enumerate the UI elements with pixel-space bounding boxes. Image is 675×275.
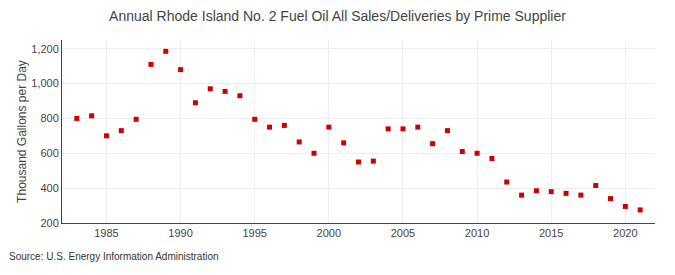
svg-text:2005: 2005: [391, 227, 415, 239]
svg-text:1,000: 1,000: [31, 77, 59, 89]
svg-text:600: 600: [40, 147, 58, 159]
svg-text:2000: 2000: [317, 227, 341, 239]
svg-text:1985: 1985: [94, 227, 118, 239]
svg-text:2015: 2015: [539, 227, 563, 239]
svg-text:Source: U.S. Energy Informatio: Source: U.S. Energy Information Administ…: [9, 251, 219, 262]
svg-text:Thousand Gallons per Day: Thousand Gallons per Day: [15, 60, 29, 203]
svg-text:Annual Rhode Island No. 2 Fuel: Annual Rhode Island No. 2 Fuel Oil All S…: [109, 8, 566, 24]
svg-text:200: 200: [40, 217, 58, 229]
svg-text:2020: 2020: [613, 227, 637, 239]
svg-text:1995: 1995: [242, 227, 266, 239]
svg-text:1,200: 1,200: [31, 43, 59, 55]
svg-text:400: 400: [40, 182, 58, 194]
svg-text:800: 800: [40, 112, 58, 124]
svg-text:1990: 1990: [168, 227, 192, 239]
svg-text:2010: 2010: [465, 227, 489, 239]
